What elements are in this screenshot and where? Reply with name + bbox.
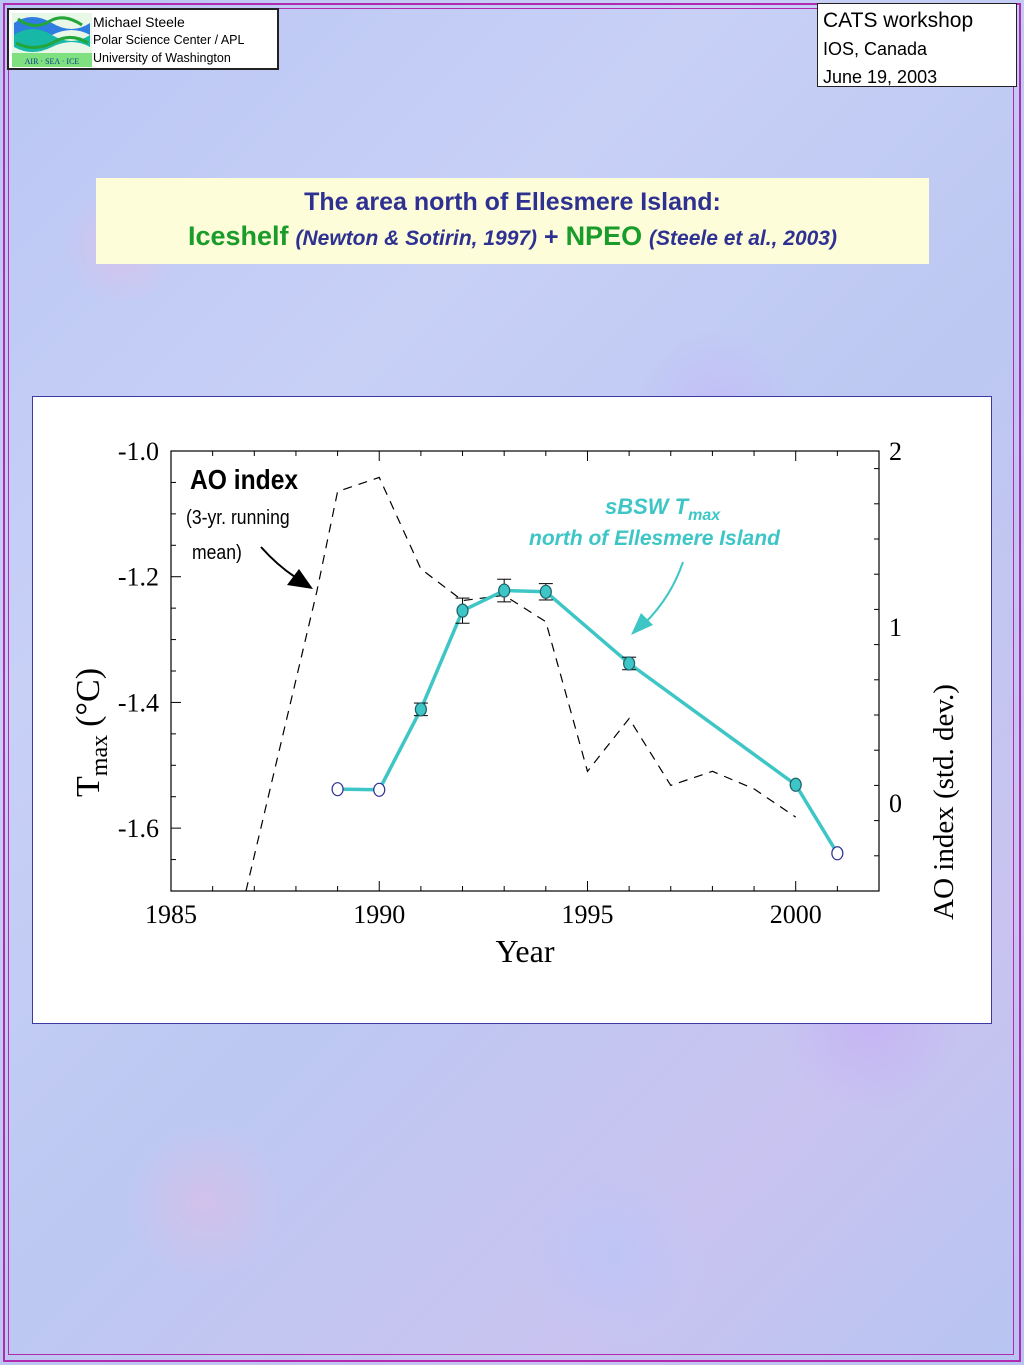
y2-axis-label-group: AO index (std. dev.) (928, 684, 960, 920)
y-axis-label-unit: (°C) (70, 668, 107, 727)
ao-legend-line-3: mean) (192, 541, 242, 563)
sbsw-data-point (539, 584, 552, 599)
y2-tick-label: 2 (889, 437, 902, 466)
author-name: Michael Steele (93, 14, 185, 30)
event-location: IOS, Canada (823, 39, 928, 59)
sbsw-data-point (789, 777, 802, 792)
y-tick-label: -1.2 (118, 563, 159, 592)
y2-tick-label: 1 (889, 613, 902, 642)
sbsw-data-point (623, 656, 636, 671)
y-axis-label-main: T (70, 776, 107, 797)
chart-svg: 1985 1990 1995 2000 -1.0 -1.2 -1.4 -1.6 0 1 2 Year… (70, 437, 960, 969)
ao-legend-label: AO index (190, 464, 298, 496)
sbsw-legend-name: sBSW T (605, 494, 690, 519)
sbsw-data-point (498, 583, 511, 598)
ao-annotation-arrowhead-icon (287, 569, 313, 589)
event-header: CATS workshop IOS, Canada June 19, 2003 (817, 3, 1017, 87)
x-tick-label: 2000 (770, 900, 822, 929)
author-header: AIR · SEA · ICE Michael Steele Polar Sci… (7, 8, 279, 70)
ao-legend-line-2: (3-yr. running (186, 506, 290, 528)
title-line-1: The area north of Ellesmere Island: (304, 188, 721, 216)
y-axis-label-sub: max (87, 735, 113, 776)
y2-axis-label: AO index (std. dev.) (928, 684, 960, 920)
ao-annotation-arrow (260, 546, 296, 578)
x-tick-label: 1990 (353, 900, 405, 929)
svg-text:Tmax(°C): Tmax (°C) (70, 668, 113, 797)
sbsw-annotation-arrowhead-icon (631, 613, 653, 635)
title-iceshelf-citation: (Newton & Sotirin, 1997) (295, 227, 538, 250)
title-npeo: NPEO (565, 221, 643, 251)
sbsw-legend-sub: max (688, 507, 721, 524)
x-tick-label: 1995 (561, 900, 613, 929)
y-tick-label: -1.6 (118, 814, 159, 843)
ao-index-line (245, 476, 797, 891)
x-tick-label: 1985 (145, 900, 197, 929)
sbsw-annotation-arrow (644, 561, 684, 624)
sbsw-data-point (414, 702, 427, 717)
event-name: CATS workshop (823, 9, 974, 32)
slide-title: The area north of Ellesmere Island: Ices… (96, 178, 929, 264)
title-npeo-citation: (Steele et al., 2003) (649, 227, 837, 250)
author-affiliation: Polar Science Center / APL (93, 33, 245, 47)
title-line-2: Iceshelf (Newton & Sotirin, 1997) + NPEO… (96, 221, 929, 252)
chart-panel: 1985 1990 1995 2000 -1.0 -1.2 -1.4 -1.6 0 1 2 Year… (32, 396, 992, 1024)
sbsw-tmax-line (337, 588, 839, 855)
sbsw-data-point (456, 603, 469, 618)
air-sea-ice-logo-icon: AIR · SEA · ICE (12, 13, 92, 67)
logo-text: AIR · SEA · ICE (25, 57, 80, 66)
y-axis-label: Tmax (°C) (70, 668, 113, 797)
title-iceshelf: Iceshelf (188, 221, 289, 251)
sbsw-legend-line-2: north of Ellesmere Island (529, 527, 781, 550)
title-plus: + (544, 223, 559, 251)
y-tick-label: -1.4 (118, 688, 159, 717)
sbsw-legend-label: sBSW Tmax (605, 494, 721, 524)
y-tick-label: -1.0 (118, 437, 159, 466)
author-info: Michael Steele Polar Science Center / AP… (93, 13, 244, 67)
y2-tick-label: 0 (889, 789, 902, 818)
sbsw-data-point (831, 846, 844, 861)
author-university: University of Washington (93, 51, 231, 65)
event-date: June 19, 2003 (823, 67, 938, 87)
sbsw-data-point (331, 782, 344, 797)
sbsw-data-point (373, 782, 386, 797)
x-axis-label: Year (496, 933, 555, 969)
